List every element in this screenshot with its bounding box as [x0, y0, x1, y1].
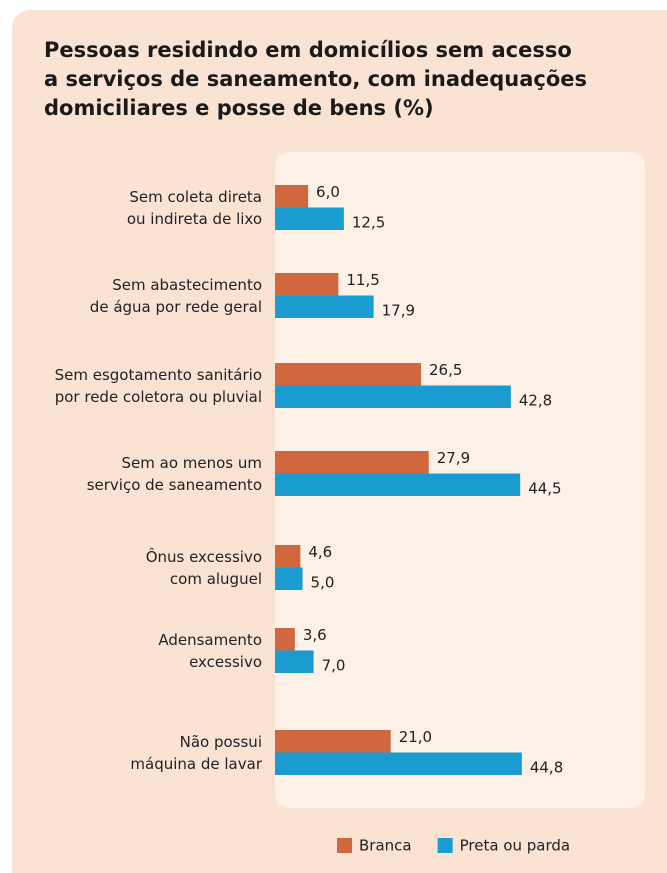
- value-label: 21,0: [399, 728, 432, 746]
- category-label: Sem abastecimento de água por rede geral: [89, 275, 262, 316]
- bar: [275, 650, 314, 673]
- bar: [275, 628, 295, 651]
- value-label: 6,0: [316, 183, 340, 201]
- bar: [275, 273, 339, 296]
- bar: [275, 295, 374, 318]
- category-label: Ônus excessivo com aluguel: [145, 547, 262, 588]
- bar: [275, 207, 344, 230]
- legend-label: Branca: [359, 837, 412, 855]
- category-label: Não possui máquina de lavar: [130, 732, 262, 773]
- value-label: 44,8: [530, 758, 563, 776]
- bar: [275, 451, 429, 474]
- category-label: Adensamento excessivo: [158, 630, 262, 671]
- legend-swatch: [337, 838, 352, 853]
- bar: [275, 185, 309, 208]
- value-label: 7,0: [322, 656, 346, 674]
- category-label: Sem ao menos um serviço de saneamento: [86, 453, 262, 494]
- value-label: 27,9: [437, 449, 470, 467]
- bar: [275, 473, 521, 496]
- bar: [275, 385, 511, 408]
- bar: [275, 730, 391, 753]
- value-label: 17,9: [382, 301, 415, 319]
- value-label: 11,5: [346, 271, 379, 289]
- chart-title: Pessoas residindo em domicílios sem aces…: [44, 38, 588, 120]
- value-label: 42,8: [519, 391, 552, 409]
- value-label: 12,5: [352, 213, 385, 231]
- legend-label: Preta ou parda: [460, 837, 570, 855]
- value-label: 26,5: [429, 361, 462, 379]
- bar: [275, 752, 522, 775]
- value-label: 4,6: [308, 543, 332, 561]
- bar: [275, 567, 303, 590]
- category-label: Sem esgotamento sanitário por rede colet…: [54, 365, 262, 406]
- bar: [275, 363, 422, 386]
- value-label: 5,0: [311, 573, 335, 591]
- category-label: Sem coleta direta ou indireta de lixo: [126, 187, 262, 228]
- legend-swatch: [437, 838, 453, 853]
- value-label: 3,6: [303, 626, 327, 644]
- bar: [275, 545, 301, 568]
- value-label: 44,5: [528, 479, 561, 497]
